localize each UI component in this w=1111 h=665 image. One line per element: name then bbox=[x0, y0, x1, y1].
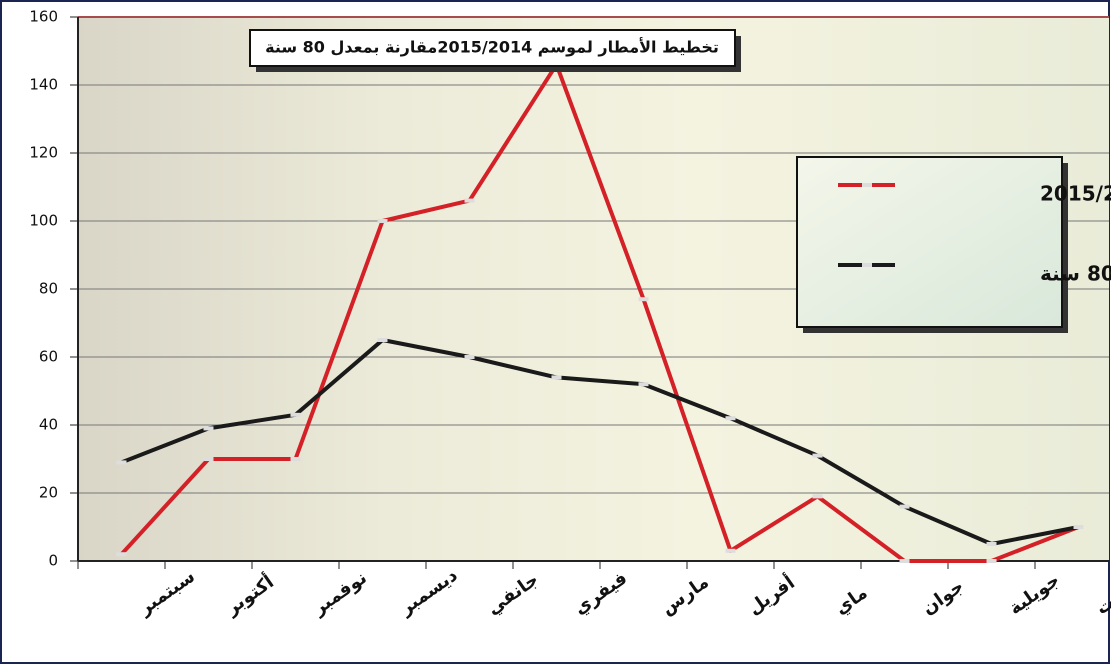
point-marker bbox=[899, 559, 910, 563]
point-marker bbox=[377, 219, 388, 223]
point-marker bbox=[290, 412, 301, 417]
point-marker bbox=[812, 453, 823, 458]
y-tick-label: 0 bbox=[48, 552, 58, 570]
legend-marker bbox=[862, 183, 872, 187]
point-marker bbox=[899, 504, 910, 509]
y-tick-label: 120 bbox=[29, 144, 58, 162]
point-marker bbox=[377, 338, 388, 342]
point-marker bbox=[638, 382, 649, 387]
point-marker bbox=[290, 457, 301, 461]
y-tick-label: 20 bbox=[39, 484, 58, 502]
series-line bbox=[120, 62, 1080, 563]
point-marker bbox=[1073, 525, 1084, 529]
point-marker bbox=[986, 559, 997, 563]
y-tick-label: 60 bbox=[39, 348, 58, 366]
point-marker bbox=[551, 375, 562, 380]
point-marker bbox=[203, 457, 214, 461]
point-marker bbox=[812, 494, 823, 499]
y-tick-label: 40 bbox=[39, 416, 58, 434]
legend-label: معدل 80 سنة bbox=[1040, 262, 1111, 286]
series-line bbox=[120, 338, 1079, 546]
point-marker bbox=[725, 548, 736, 553]
legend-label: موسم 2015/2014 bbox=[1040, 182, 1111, 206]
legend bbox=[796, 156, 1063, 328]
title-box bbox=[249, 29, 736, 67]
legend-marker bbox=[862, 263, 872, 267]
point-marker bbox=[986, 542, 997, 546]
y-tick-label: 160 bbox=[29, 8, 58, 26]
point-marker bbox=[464, 355, 475, 359]
point-marker bbox=[203, 426, 214, 431]
chart-title: تخطيط الأمطار لموسم 2015/2014مقارنة بمعد… bbox=[265, 38, 719, 57]
point-marker bbox=[116, 460, 127, 465]
point-marker bbox=[464, 198, 475, 203]
y-tick-label: 80 bbox=[39, 280, 58, 298]
y-tick-label: 140 bbox=[29, 76, 58, 94]
point-marker bbox=[725, 416, 736, 421]
y-tick-label: 100 bbox=[29, 212, 58, 230]
point-marker bbox=[638, 297, 649, 302]
point-marker bbox=[116, 552, 127, 557]
